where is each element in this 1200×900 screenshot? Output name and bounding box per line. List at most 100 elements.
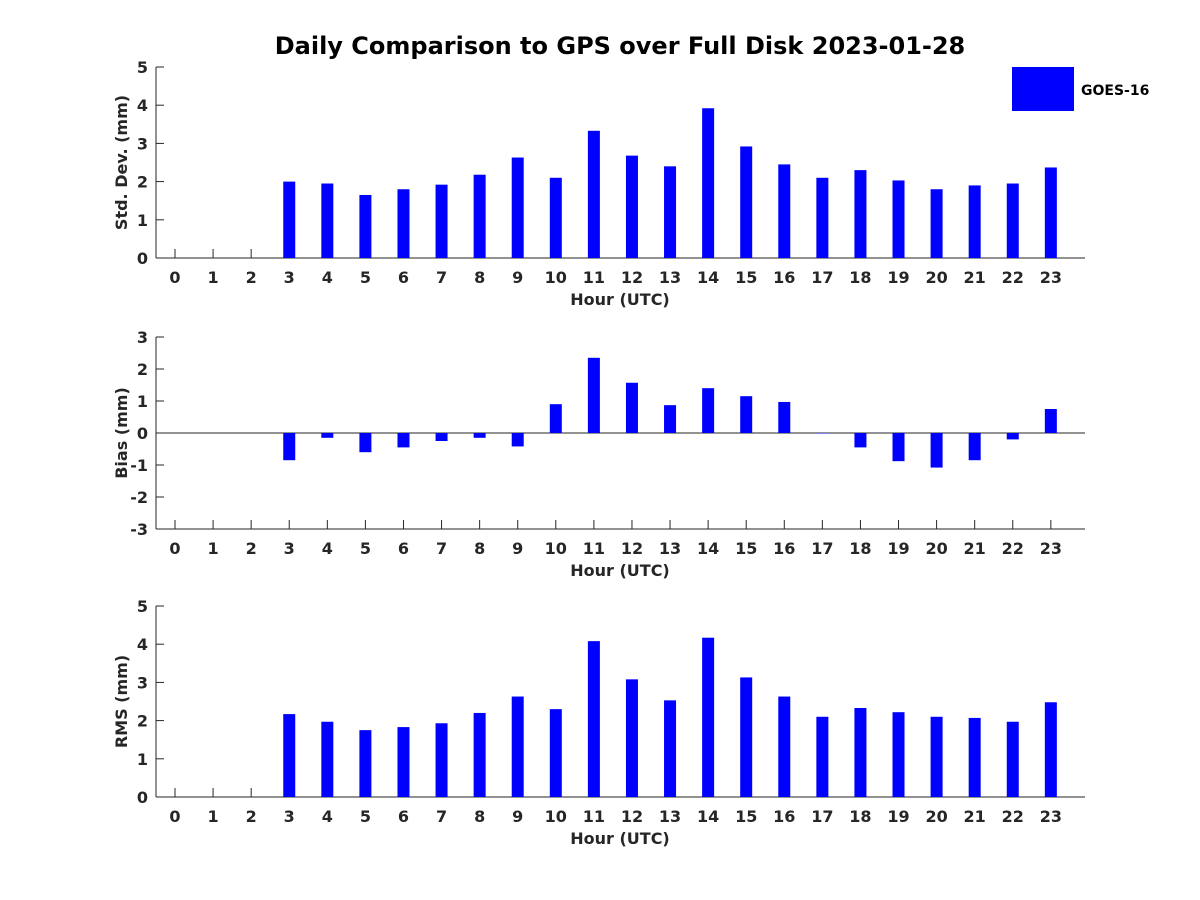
bias-y-tick-label: 3 <box>137 328 148 347</box>
rms-x-tick-label: 2 <box>246 807 257 826</box>
rms-bar <box>778 696 791 797</box>
rms-x-tick-label: 3 <box>284 807 295 826</box>
bias-x-tick-label: 10 <box>545 539 567 558</box>
rms-x-tick-label: 16 <box>773 807 795 826</box>
bias-bar <box>587 357 600 433</box>
std-dev-x-tick-label: 7 <box>436 268 447 287</box>
bias-x-tick-label: 11 <box>583 539 605 558</box>
bias-x-tick-label: 17 <box>811 539 833 558</box>
std-dev-x-tick-label: 4 <box>322 268 333 287</box>
chart-title: Daily Comparison to GPS over Full Disk 2… <box>275 32 966 60</box>
bias-x-tick-label: 13 <box>659 539 681 558</box>
bias-bar <box>778 401 791 433</box>
bias-x-tick-label: 12 <box>621 539 643 558</box>
std-dev-x-tick-label: 13 <box>659 268 681 287</box>
rms-x-tick-label: 21 <box>964 807 986 826</box>
rms-bar <box>549 709 562 797</box>
rms-bar <box>930 716 943 797</box>
std-dev-bar <box>702 108 715 258</box>
std-dev-y-tick-label: 1 <box>137 211 148 230</box>
rms-bar <box>740 677 753 797</box>
rms-y-tick-label: 4 <box>137 635 148 654</box>
bias-bar <box>816 433 829 434</box>
std-dev-x-tick-label: 0 <box>169 268 180 287</box>
legend-swatch <box>1012 67 1074 111</box>
rms-x-tick-label: 6 <box>398 807 409 826</box>
bias-y-tick-label: 0 <box>137 424 148 443</box>
bias-x-tick-label: 20 <box>925 539 947 558</box>
std-dev-bar <box>1006 183 1019 258</box>
bias-x-tick-label: 0 <box>169 539 180 558</box>
rms-x-tick-label: 8 <box>474 807 485 826</box>
std-dev-y-tick-label: 0 <box>137 249 148 268</box>
rms-x-tick-label: 9 <box>512 807 523 826</box>
bias-x-tick-label: 15 <box>735 539 757 558</box>
bias-bar <box>359 433 372 453</box>
bias-x-tick-label: 19 <box>887 539 909 558</box>
std-dev-x-tick-label: 21 <box>964 268 986 287</box>
rms-x-tick-label: 20 <box>925 807 947 826</box>
rms-x-tick-label: 0 <box>169 807 180 826</box>
std-dev-bar <box>892 180 905 258</box>
std-dev-x-tick-label: 8 <box>474 268 485 287</box>
bias-bar <box>740 396 753 433</box>
rms-x-tick-label: 14 <box>697 807 719 826</box>
bias-x-tick-label: 7 <box>436 539 447 558</box>
std-dev-bar <box>473 174 486 258</box>
legend: GOES-16 <box>1012 67 1149 111</box>
bias-y-tick-label: 1 <box>137 392 148 411</box>
rms-bar <box>283 714 296 797</box>
std-dev-x-tick-label: 16 <box>773 268 795 287</box>
rms-y-tick-label: 1 <box>137 750 148 769</box>
bias-bar <box>702 388 715 433</box>
bias-bar <box>397 433 410 448</box>
std-dev-x-tick-label: 14 <box>697 268 719 287</box>
rms-bar <box>702 637 715 797</box>
std-dev-bar <box>664 166 677 258</box>
bias-bar <box>968 433 981 461</box>
std-dev-x-tick-label: 6 <box>398 268 409 287</box>
bias-bar <box>321 433 334 438</box>
rms-x-tick-label: 11 <box>583 807 605 826</box>
bias-x-tick-label: 22 <box>1002 539 1024 558</box>
std-dev-bar <box>816 177 829 258</box>
rms-x-tick-label: 15 <box>735 807 757 826</box>
std-dev-x-tick-label: 20 <box>925 268 947 287</box>
bias-y-axis-label: Bias (mm) <box>112 387 131 479</box>
std-dev-y-tick-label: 4 <box>137 96 148 115</box>
std-dev-x-tick-label: 9 <box>512 268 523 287</box>
std-dev-bar <box>587 130 600 258</box>
bias-bar <box>1044 409 1057 433</box>
rms-bar <box>1006 721 1019 797</box>
bias-bar <box>892 433 905 462</box>
bias-bar <box>930 433 943 468</box>
rms-bar <box>511 696 524 797</box>
std-dev-x-tick-label: 22 <box>1002 268 1024 287</box>
bias-x-tick-label: 14 <box>697 539 719 558</box>
bias-bar <box>549 404 562 433</box>
rms-x-axis-label: Hour (UTC) <box>570 829 670 848</box>
rms-bar <box>321 721 334 797</box>
std-dev-x-tick-label: 15 <box>735 268 757 287</box>
rms-x-tick-label: 13 <box>659 807 681 826</box>
bias-y-tick-label: -1 <box>130 456 148 475</box>
std-dev-x-tick-label: 19 <box>887 268 909 287</box>
bias-bar <box>435 433 448 441</box>
bias-bar <box>511 433 524 447</box>
legend-label: GOES-16 <box>1081 83 1149 99</box>
rms-bar <box>359 730 372 797</box>
rms-bar <box>664 700 677 797</box>
std-dev-bar <box>321 183 334 258</box>
std-dev-bar <box>397 189 410 258</box>
rms-x-tick-label: 22 <box>1002 807 1024 826</box>
rms-y-tick-label: 0 <box>137 788 148 807</box>
rms-y-tick-label: 5 <box>137 597 148 616</box>
rms-x-tick-label: 18 <box>849 807 871 826</box>
std-dev-y-tick-label: 2 <box>137 173 148 192</box>
std-dev-bar <box>930 189 943 258</box>
bias-x-tick-label: 2 <box>246 539 257 558</box>
